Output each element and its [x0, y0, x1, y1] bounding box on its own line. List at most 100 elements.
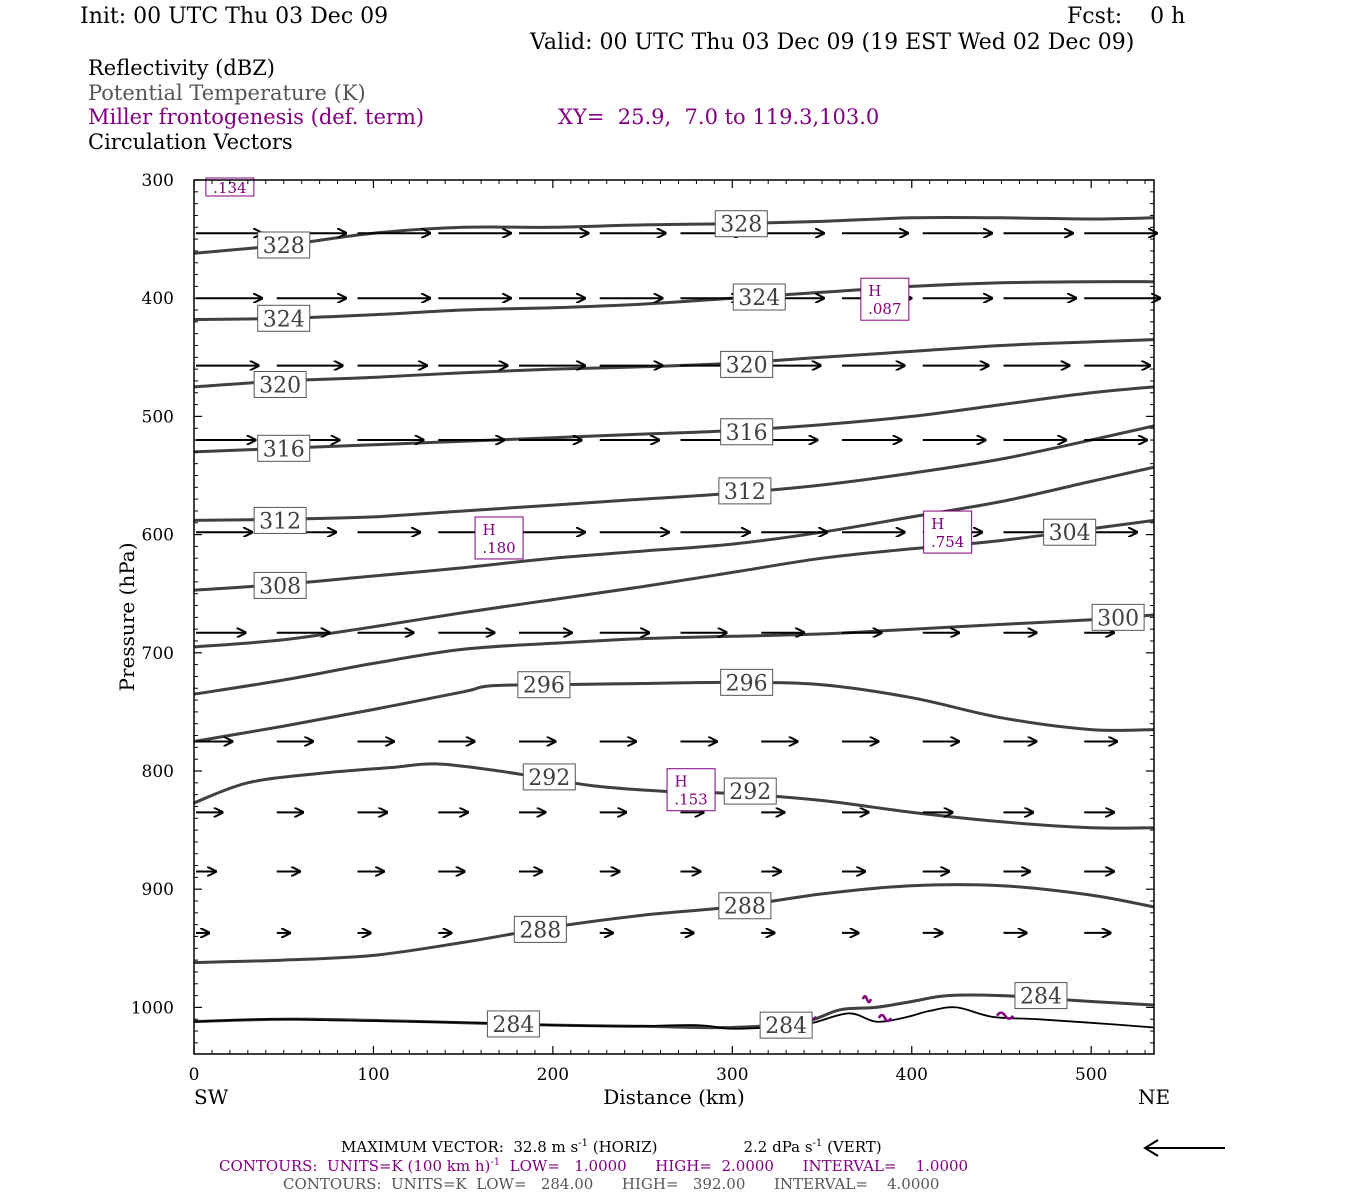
- x-tick-label: 0: [189, 1065, 200, 1085]
- frontogenesis-max-box: [205, 177, 255, 197]
- isentrope-label-box: [253, 506, 307, 534]
- isentrope-292: [193, 762, 1155, 830]
- isentrope-316: [193, 385, 1155, 454]
- isentrope-label-box: [1091, 603, 1145, 631]
- isentrope-label-box: [714, 210, 768, 238]
- isentrope-label-box: [732, 283, 786, 311]
- init-time: Init: 00 UTC Thu 03 Dec 09: [80, 4, 389, 29]
- y-tick-label: 800: [142, 762, 174, 782]
- frontogenesis-max-box: [923, 510, 973, 554]
- frontogenesis-max-label: H: [931, 515, 944, 533]
- isentrope-label: 292: [528, 766, 570, 791]
- isentrope-320: [193, 338, 1155, 389]
- y-tick-label: 1000: [131, 998, 174, 1018]
- x-end-label-ne: NE: [1138, 1085, 1170, 1109]
- isentrope-label: 284: [765, 1014, 807, 1039]
- contours-theta-info: CONTOURS: UNITS=K LOW= 284.00 HIGH= 392.…: [283, 1175, 940, 1193]
- x-tick-label: 200: [537, 1065, 569, 1085]
- valid-time: Valid: 00 UTC Thu 03 Dec 09 (19 EST Wed …: [530, 30, 1135, 55]
- isentrope-312: [193, 424, 1155, 522]
- frontogenesis-max-value: .153: [674, 791, 707, 809]
- isentrope-label-box: [517, 671, 571, 699]
- isentrope-324: [193, 280, 1155, 321]
- frontogenesis-max-box: [860, 277, 910, 321]
- legend-theta: Potential Temperature (K): [88, 81, 366, 105]
- isentrope-label: 324: [263, 307, 305, 332]
- isentrope-304: [193, 518, 1155, 649]
- contours-fronto-info: CONTOURS: UNITS=K (100 km h)-1 LOW= 1.00…: [219, 1157, 969, 1175]
- forecast-hour: Fcst: 0 h: [1067, 4, 1186, 29]
- frontogenesis-max-label: H: [674, 773, 687, 791]
- isentrope-label: 308: [259, 574, 301, 599]
- frontogenesis-max-label: H: [868, 282, 881, 300]
- isentrope-label-box: [253, 370, 307, 398]
- isentrope-label: 288: [519, 918, 561, 943]
- frontogenesis-max-label: H: [482, 521, 495, 539]
- reference-vector-head: [1143, 1139, 1159, 1157]
- isentrope-label: 288: [724, 895, 766, 920]
- legend-frontogenesis: Miller frontogenesis (def. term): [88, 105, 425, 129]
- isentrope-label-box: [257, 434, 311, 462]
- isentrope-label: 304: [1049, 521, 1091, 546]
- frontogenesis-max-box: [474, 516, 524, 560]
- x-end-label-sw: SW: [194, 1085, 229, 1109]
- isentrope-284: [193, 993, 1155, 1030]
- legend-vectors: Circulation Vectors: [88, 130, 293, 154]
- isentrope-label-box: [723, 777, 777, 805]
- isentrope-label: 316: [726, 421, 768, 446]
- frontogenesis-max-value: .134: [213, 179, 246, 197]
- isentrope-label-box: [720, 668, 774, 696]
- isentrope-label-box: [257, 304, 311, 332]
- isentrope-label-box: [1014, 982, 1068, 1010]
- y-tick-label: 900: [142, 880, 174, 900]
- y-tick-label: 400: [142, 289, 174, 309]
- frontogenesis-max-value: .180: [482, 539, 515, 557]
- isentrope-label: 324: [738, 286, 780, 311]
- isentrope-label: 320: [726, 353, 768, 378]
- isentrope-label: 284: [492, 1013, 534, 1038]
- isentrope-label-box: [720, 418, 774, 446]
- isentrope-label: 328: [720, 213, 762, 238]
- isentrope-label-box: [257, 231, 311, 259]
- isentrope-label: 292: [729, 780, 771, 805]
- isentrope-label: 284: [1020, 985, 1062, 1010]
- frontogenesis-contour: [877, 1013, 892, 1023]
- isentrope-label-box: [486, 1010, 540, 1038]
- cross-section-xy: XY= 25.9, 7.0 to 119.3,103.0: [558, 105, 880, 129]
- frontogenesis-max-value: .087: [868, 300, 901, 318]
- y-tick-label: 700: [142, 644, 174, 664]
- isentrope-300: [193, 613, 1155, 696]
- frontogenesis-contour: [861, 994, 873, 1004]
- isentrope-label: 316: [263, 437, 305, 462]
- frontogenesis-contour: [996, 1011, 1015, 1020]
- isentrope-288: [193, 883, 1155, 964]
- isentrope-label: 296: [726, 671, 768, 696]
- isentrope-308: [193, 465, 1155, 592]
- x-tick-label: 100: [357, 1065, 389, 1085]
- isentrope-label-box: [718, 892, 772, 920]
- isentrope-label: 320: [259, 373, 301, 398]
- isentrope-label-box: [759, 1011, 813, 1039]
- isentrope-296: [193, 680, 1155, 743]
- isentrope-label: 300: [1097, 606, 1139, 631]
- isentrope-label: 312: [259, 509, 301, 534]
- legend-reflectivity: Reflectivity (dBZ): [88, 56, 276, 80]
- isentrope-label: 296: [523, 674, 565, 699]
- max-vector-info: MAXIMUM VECTOR: 32.8 m s-1 (HORIZ) 2.2 dP…: [341, 1138, 882, 1156]
- y-axis-label: Pressure (hPa): [115, 543, 139, 692]
- isentrope-label-box: [513, 915, 567, 943]
- isentrope-328: [193, 215, 1155, 255]
- isentrope-label: 312: [724, 480, 766, 505]
- isentrope-label-box: [1043, 518, 1097, 546]
- x-axis-label: Distance (km): [603, 1085, 745, 1109]
- x-tick-label: 400: [896, 1065, 928, 1085]
- x-tick-label: 300: [716, 1065, 748, 1085]
- y-tick-label: 500: [142, 407, 174, 427]
- isentrope-label-box: [718, 477, 772, 505]
- isentrope-label: 328: [263, 234, 305, 259]
- isentrope-label-box: [720, 350, 774, 378]
- frontogenesis-max-box: [666, 768, 716, 812]
- isentrope-label-box: [253, 571, 307, 599]
- x-tick-label: 500: [1075, 1065, 1107, 1085]
